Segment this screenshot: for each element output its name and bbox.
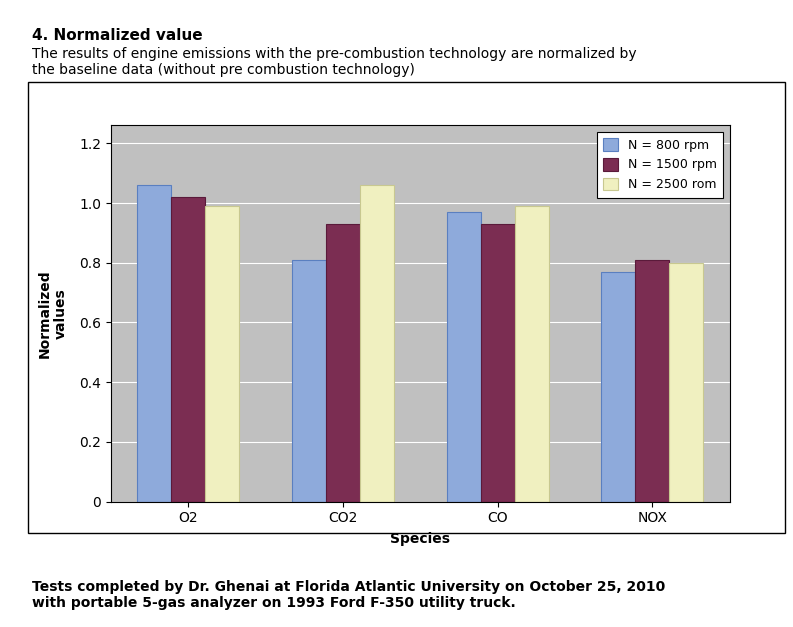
Y-axis label: Normalized
values: Normalized values xyxy=(38,269,68,358)
Bar xyxy=(137,185,171,502)
Legend: N = 800 rpm, N = 1500 rpm, N = 2500 rom: N = 800 rpm, N = 1500 rpm, N = 2500 rom xyxy=(597,132,723,198)
Bar xyxy=(601,271,635,502)
Bar xyxy=(326,224,360,502)
Bar xyxy=(515,206,549,502)
Bar xyxy=(292,260,326,502)
Text: 4. Normalized value: 4. Normalized value xyxy=(32,28,202,43)
Bar xyxy=(669,263,703,502)
Bar xyxy=(171,197,205,502)
X-axis label: Species: Species xyxy=(390,532,450,546)
Text: Tests completed by Dr. Ghenai at Florida Atlantic University on October 25, 2010: Tests completed by Dr. Ghenai at Florida… xyxy=(32,580,665,610)
Bar xyxy=(481,224,515,502)
Bar xyxy=(635,260,669,502)
Bar xyxy=(205,206,239,502)
Bar xyxy=(446,212,481,502)
Bar xyxy=(360,185,394,502)
Text: The results of engine emissions with the pre-combustion technology are normalize: The results of engine emissions with the… xyxy=(32,47,636,77)
